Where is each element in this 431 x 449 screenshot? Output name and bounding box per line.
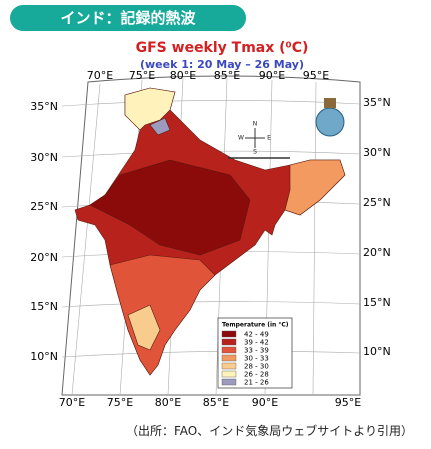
map-title: GFS weekly Tmax (⁰C) — [136, 40, 309, 56]
lon-label: 70°E — [87, 69, 113, 82]
map-frame — [61, 75, 361, 396]
legend-label: 21 - 26 — [244, 379, 269, 387]
legend-label: 42 - 49 — [244, 331, 269, 339]
legend-swatch — [221, 338, 237, 346]
lon-label: 85°E — [203, 396, 229, 409]
map-subtitle: (week 1: 20 May – 26 May) — [140, 58, 304, 71]
legend-swatch — [221, 330, 237, 338]
lat-label: 10°N — [363, 345, 391, 358]
legend-label: 39 - 42 — [244, 339, 269, 347]
lon-label: 90°E — [259, 69, 285, 82]
legend-swatch — [221, 346, 237, 354]
lon-label: 75°E — [107, 396, 133, 409]
lon-label: 80°E — [170, 69, 196, 82]
legend-label: 33 - 39 — [244, 347, 269, 355]
lat-label: 15°N — [30, 300, 58, 313]
legend-swatch — [221, 370, 237, 378]
lat-label: 25°N — [363, 196, 391, 209]
source-note: （出所：FAO、インド気象局ウェブサイトより引用） — [125, 424, 413, 438]
compass-n: N — [253, 121, 258, 128]
legend-swatch — [221, 362, 237, 370]
lat-label: 10°N — [30, 350, 58, 363]
compass-s: S — [253, 149, 257, 156]
legend-label: 26 - 28 — [244, 371, 269, 379]
lat-label: 35°N — [363, 96, 391, 109]
compass-w: W — [238, 135, 244, 142]
compass: N E S W — [228, 121, 290, 159]
lon-label: 90°E — [252, 396, 278, 409]
lat-label: 30°N — [363, 146, 391, 159]
legend-label: 30 - 33 — [244, 355, 269, 363]
lon-label: 75°E — [129, 69, 155, 82]
header-title: インド：記録的熱波 — [10, 5, 246, 31]
legend-title: Temperature (in °C) — [222, 322, 289, 329]
map: GFS weekly Tmax (⁰C) (week 1: 20 May – 2… — [30, 40, 391, 409]
emblem — [315, 98, 345, 137]
india-map — [74, 87, 346, 376]
lon-label: 70°E — [59, 396, 85, 409]
lat-label: 35°N — [30, 100, 58, 113]
lon-label: 95°E — [303, 69, 329, 82]
lat-label: 20°N — [30, 251, 58, 264]
lon-label: 95°E — [335, 396, 361, 409]
compass-e: E — [267, 135, 271, 142]
legend-swatch — [221, 354, 237, 362]
legend-swatch — [221, 378, 237, 386]
lat-label: 30°N — [30, 151, 58, 164]
lat-label: 15°N — [363, 296, 391, 309]
lon-label: 80°E — [155, 396, 181, 409]
lon-label: 85°E — [214, 69, 240, 82]
legend-label: 28 - 30 — [244, 363, 269, 371]
lat-label: 25°N — [30, 200, 58, 213]
lat-label: 20°N — [363, 246, 391, 259]
